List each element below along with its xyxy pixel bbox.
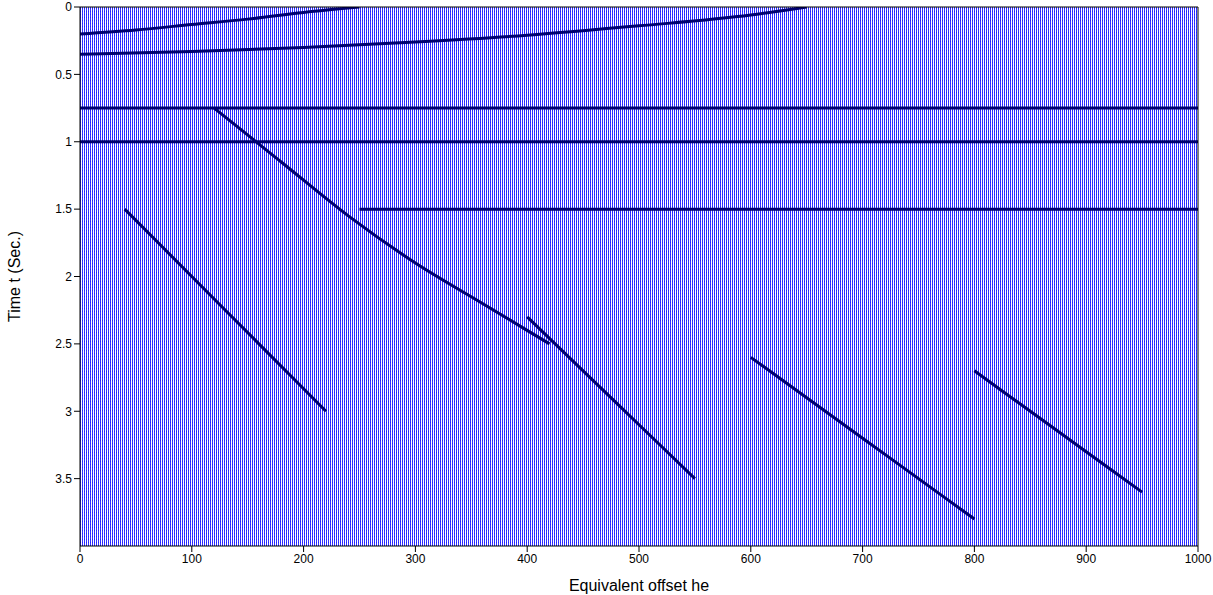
svg-text:1: 1 — [65, 135, 72, 149]
svg-text:800: 800 — [964, 552, 984, 566]
svg-text:3.5: 3.5 — [55, 472, 72, 486]
svg-text:400: 400 — [517, 552, 537, 566]
svg-text:900: 900 — [1076, 552, 1096, 566]
svg-text:1.5: 1.5 — [55, 202, 72, 216]
svg-text:600: 600 — [741, 552, 761, 566]
svg-text:500: 500 — [629, 552, 649, 566]
svg-text:0.5: 0.5 — [55, 68, 72, 82]
svg-text:200: 200 — [294, 552, 314, 566]
svg-text:2.5: 2.5 — [55, 337, 72, 351]
svg-text:0: 0 — [77, 552, 84, 566]
svg-text:0: 0 — [65, 0, 72, 14]
svg-text:Time t (Sec.): Time t (Sec.) — [6, 231, 23, 322]
svg-text:1000: 1000 — [1185, 552, 1212, 566]
svg-text:300: 300 — [405, 552, 425, 566]
svg-text:2: 2 — [65, 270, 72, 284]
svg-text:700: 700 — [853, 552, 873, 566]
svg-text:100: 100 — [182, 552, 202, 566]
svg-text:3: 3 — [65, 405, 72, 419]
svg-text:Equivalent offset he: Equivalent offset he — [569, 577, 709, 594]
